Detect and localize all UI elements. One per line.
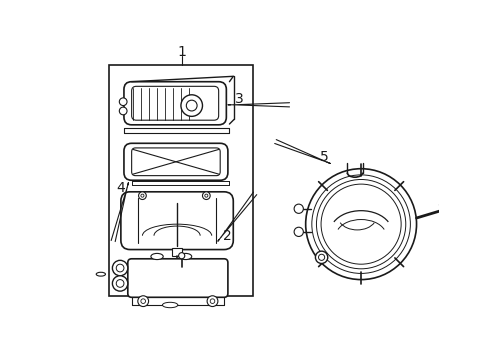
Circle shape — [178, 253, 184, 259]
Polygon shape — [121, 75, 235, 129]
Circle shape — [119, 98, 127, 105]
Ellipse shape — [179, 253, 191, 260]
Bar — [173, 262, 181, 266]
Circle shape — [181, 95, 202, 116]
Ellipse shape — [162, 302, 178, 308]
Circle shape — [210, 299, 214, 303]
Text: 1: 1 — [177, 45, 186, 59]
FancyBboxPatch shape — [123, 82, 226, 125]
Ellipse shape — [151, 253, 163, 260]
Bar — [172, 248, 182, 256]
Circle shape — [112, 260, 127, 276]
Text: 3: 3 — [234, 92, 243, 105]
Circle shape — [119, 107, 127, 115]
FancyBboxPatch shape — [131, 86, 218, 120]
Circle shape — [141, 299, 145, 303]
Circle shape — [141, 194, 143, 197]
Circle shape — [315, 251, 327, 264]
Circle shape — [116, 264, 123, 272]
Circle shape — [202, 192, 210, 199]
Circle shape — [293, 204, 303, 213]
Bar — [108, 65, 253, 296]
Circle shape — [138, 296, 148, 306]
Ellipse shape — [96, 272, 105, 276]
FancyBboxPatch shape — [121, 192, 233, 249]
Circle shape — [116, 280, 123, 287]
Circle shape — [444, 195, 456, 207]
Text: 2: 2 — [222, 229, 231, 243]
Circle shape — [207, 296, 218, 306]
Text: 5: 5 — [319, 150, 328, 164]
Circle shape — [112, 276, 127, 291]
FancyBboxPatch shape — [123, 143, 227, 180]
Circle shape — [293, 227, 303, 237]
FancyBboxPatch shape — [131, 148, 220, 176]
Circle shape — [305, 169, 416, 280]
Circle shape — [318, 254, 324, 260]
Text: 4: 4 — [117, 181, 125, 195]
Circle shape — [138, 192, 146, 199]
FancyBboxPatch shape — [127, 259, 227, 297]
Circle shape — [186, 100, 197, 111]
Circle shape — [204, 194, 207, 197]
